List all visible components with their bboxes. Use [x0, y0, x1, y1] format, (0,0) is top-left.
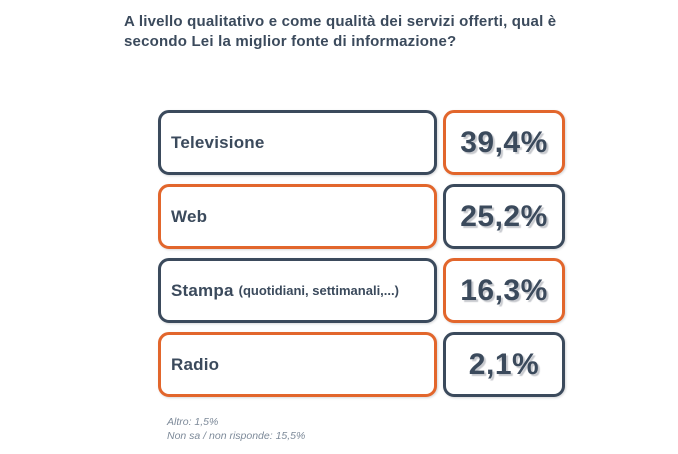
- category-box-radio: Radio: [158, 332, 437, 397]
- question-title: A livello qualitativo e come qualità dei…: [124, 12, 604, 52]
- category-box-televisione: Televisione: [158, 110, 437, 175]
- chart-row-radio: Radio 2,1%: [158, 332, 565, 397]
- category-label: Web: [171, 206, 208, 226]
- footnotes: Altro: 1,5% Non sa / non risponde: 15,5%: [167, 415, 305, 443]
- question-title-line-2: secondo Lei la miglior fonte di informaz…: [124, 33, 457, 50]
- category-label-detail: (quotidiani, settimanali,...): [238, 283, 399, 298]
- value-label: 2,1%: [468, 347, 540, 381]
- value-box-stampa: 16,3%: [443, 258, 565, 323]
- chart-row-televisione: Televisione 39,4%: [158, 110, 565, 175]
- value-box-radio: 2,1%: [443, 332, 565, 397]
- value-label: 16,3%: [460, 273, 548, 307]
- category-label: Radio: [171, 354, 220, 374]
- results-chart: Televisione 39,4% Web 25,2% Stampa (quot…: [158, 110, 565, 406]
- category-label: Televisione: [171, 132, 265, 152]
- value-box-web: 25,2%: [443, 184, 565, 249]
- category-box-stampa: Stampa (quotidiani, settimanali,...): [158, 258, 437, 323]
- category-box-web: Web: [158, 184, 437, 249]
- chart-row-stampa: Stampa (quotidiani, settimanali,...) 16,…: [158, 258, 565, 323]
- footnote-non-sa: Non sa / non risponde: 15,5%: [167, 430, 306, 442]
- category-label: Stampa: [171, 280, 234, 300]
- value-label: 25,2%: [460, 199, 548, 233]
- chart-row-web: Web 25,2%: [158, 184, 565, 249]
- question-title-line-1: A livello qualitativo e come qualità dei…: [124, 13, 557, 30]
- value-box-televisione: 39,4%: [443, 110, 565, 175]
- footnote-altro: Altro: 1,5%: [167, 416, 219, 428]
- value-label: 39,4%: [460, 125, 548, 159]
